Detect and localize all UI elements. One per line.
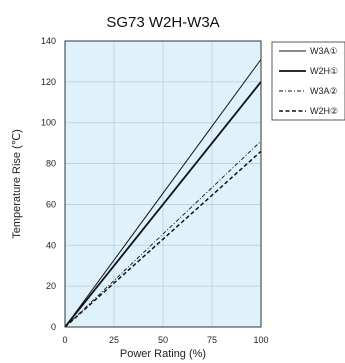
chart-title: SG73 W2H-W3A bbox=[106, 14, 219, 31]
legend-label: W3A② bbox=[310, 86, 338, 96]
legend-box bbox=[271, 41, 345, 121]
y-tick-label: 40 bbox=[46, 240, 56, 250]
x-tick-label: 100 bbox=[253, 335, 268, 345]
x-tick-label: 0 bbox=[62, 335, 67, 345]
legend-label: W2H① bbox=[310, 66, 338, 76]
x-tick-label: 50 bbox=[158, 335, 168, 345]
y-tick-label: 20 bbox=[46, 281, 56, 291]
y-tick-label: 120 bbox=[41, 77, 56, 87]
series-line bbox=[64, 59, 262, 328]
plot-frame bbox=[64, 40, 262, 328]
y-tick-label: 80 bbox=[46, 159, 56, 169]
y-tick-label: 60 bbox=[46, 199, 56, 209]
series-line bbox=[64, 150, 262, 328]
axis-ticks: 0 25 50 75 100 0 20 40 60 80 100 120 140 bbox=[41, 36, 269, 345]
series-line bbox=[64, 140, 262, 328]
x-axis-label: Power Rating (%) bbox=[120, 348, 206, 360]
legend-label: W3A① bbox=[310, 46, 338, 56]
legend: W3A① W2H① W3A② W2H② bbox=[271, 41, 345, 121]
legend-label: W2H② bbox=[310, 106, 338, 116]
x-tick-label: 75 bbox=[207, 335, 217, 345]
y-tick-label: 140 bbox=[41, 36, 56, 46]
y-tick-label: 100 bbox=[41, 118, 56, 128]
y-tick-label: 0 bbox=[51, 322, 56, 332]
series-line bbox=[64, 81, 262, 328]
y-axis-label: Temperature Rise (℃) bbox=[11, 129, 23, 239]
series-lines bbox=[64, 59, 262, 328]
x-tick-label: 25 bbox=[109, 335, 119, 345]
